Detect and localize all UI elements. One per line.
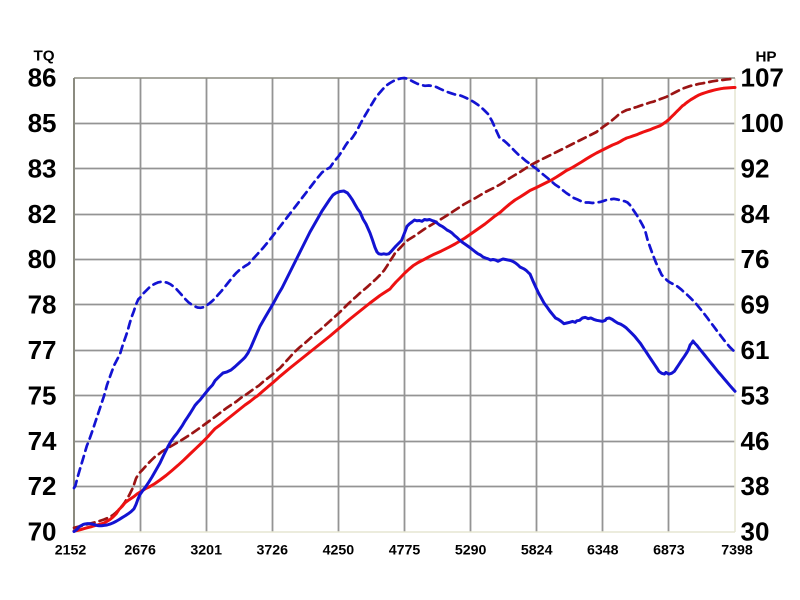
svg-text:82: 82 [28,199,57,229]
svg-text:3201: 3201 [190,543,222,559]
svg-text:77: 77 [28,335,57,365]
svg-text:61: 61 [741,335,770,365]
svg-text:84: 84 [741,199,770,229]
svg-text:85: 85 [28,108,57,138]
svg-text:100: 100 [741,108,784,138]
svg-text:6348: 6348 [587,543,619,559]
svg-text:92: 92 [741,153,770,183]
svg-text:5824: 5824 [521,543,553,559]
svg-text:83: 83 [28,153,57,183]
svg-text:4775: 4775 [389,543,421,559]
svg-text:7398: 7398 [721,543,753,559]
svg-text:4250: 4250 [323,543,355,559]
svg-text:76: 76 [741,244,770,274]
svg-text:46: 46 [741,426,770,456]
svg-text:30: 30 [741,517,770,547]
svg-text:6873: 6873 [653,543,685,559]
svg-text:HP: HP [755,49,776,66]
svg-text:38: 38 [741,471,770,501]
svg-text:69: 69 [741,290,770,320]
svg-text:TQ: TQ [33,48,54,65]
svg-text:74: 74 [28,426,57,456]
svg-text:53: 53 [741,380,770,410]
svg-text:78: 78 [28,290,57,320]
svg-text:2152: 2152 [55,543,87,559]
svg-text:3726: 3726 [257,543,289,559]
svg-text:86: 86 [28,63,57,93]
svg-text:70: 70 [28,517,57,547]
svg-text:75: 75 [28,380,57,410]
svg-text:107: 107 [741,63,784,93]
svg-text:72: 72 [28,471,57,501]
svg-text:80: 80 [28,244,57,274]
svg-text:5290: 5290 [455,543,487,559]
svg-text:2676: 2676 [124,543,156,559]
